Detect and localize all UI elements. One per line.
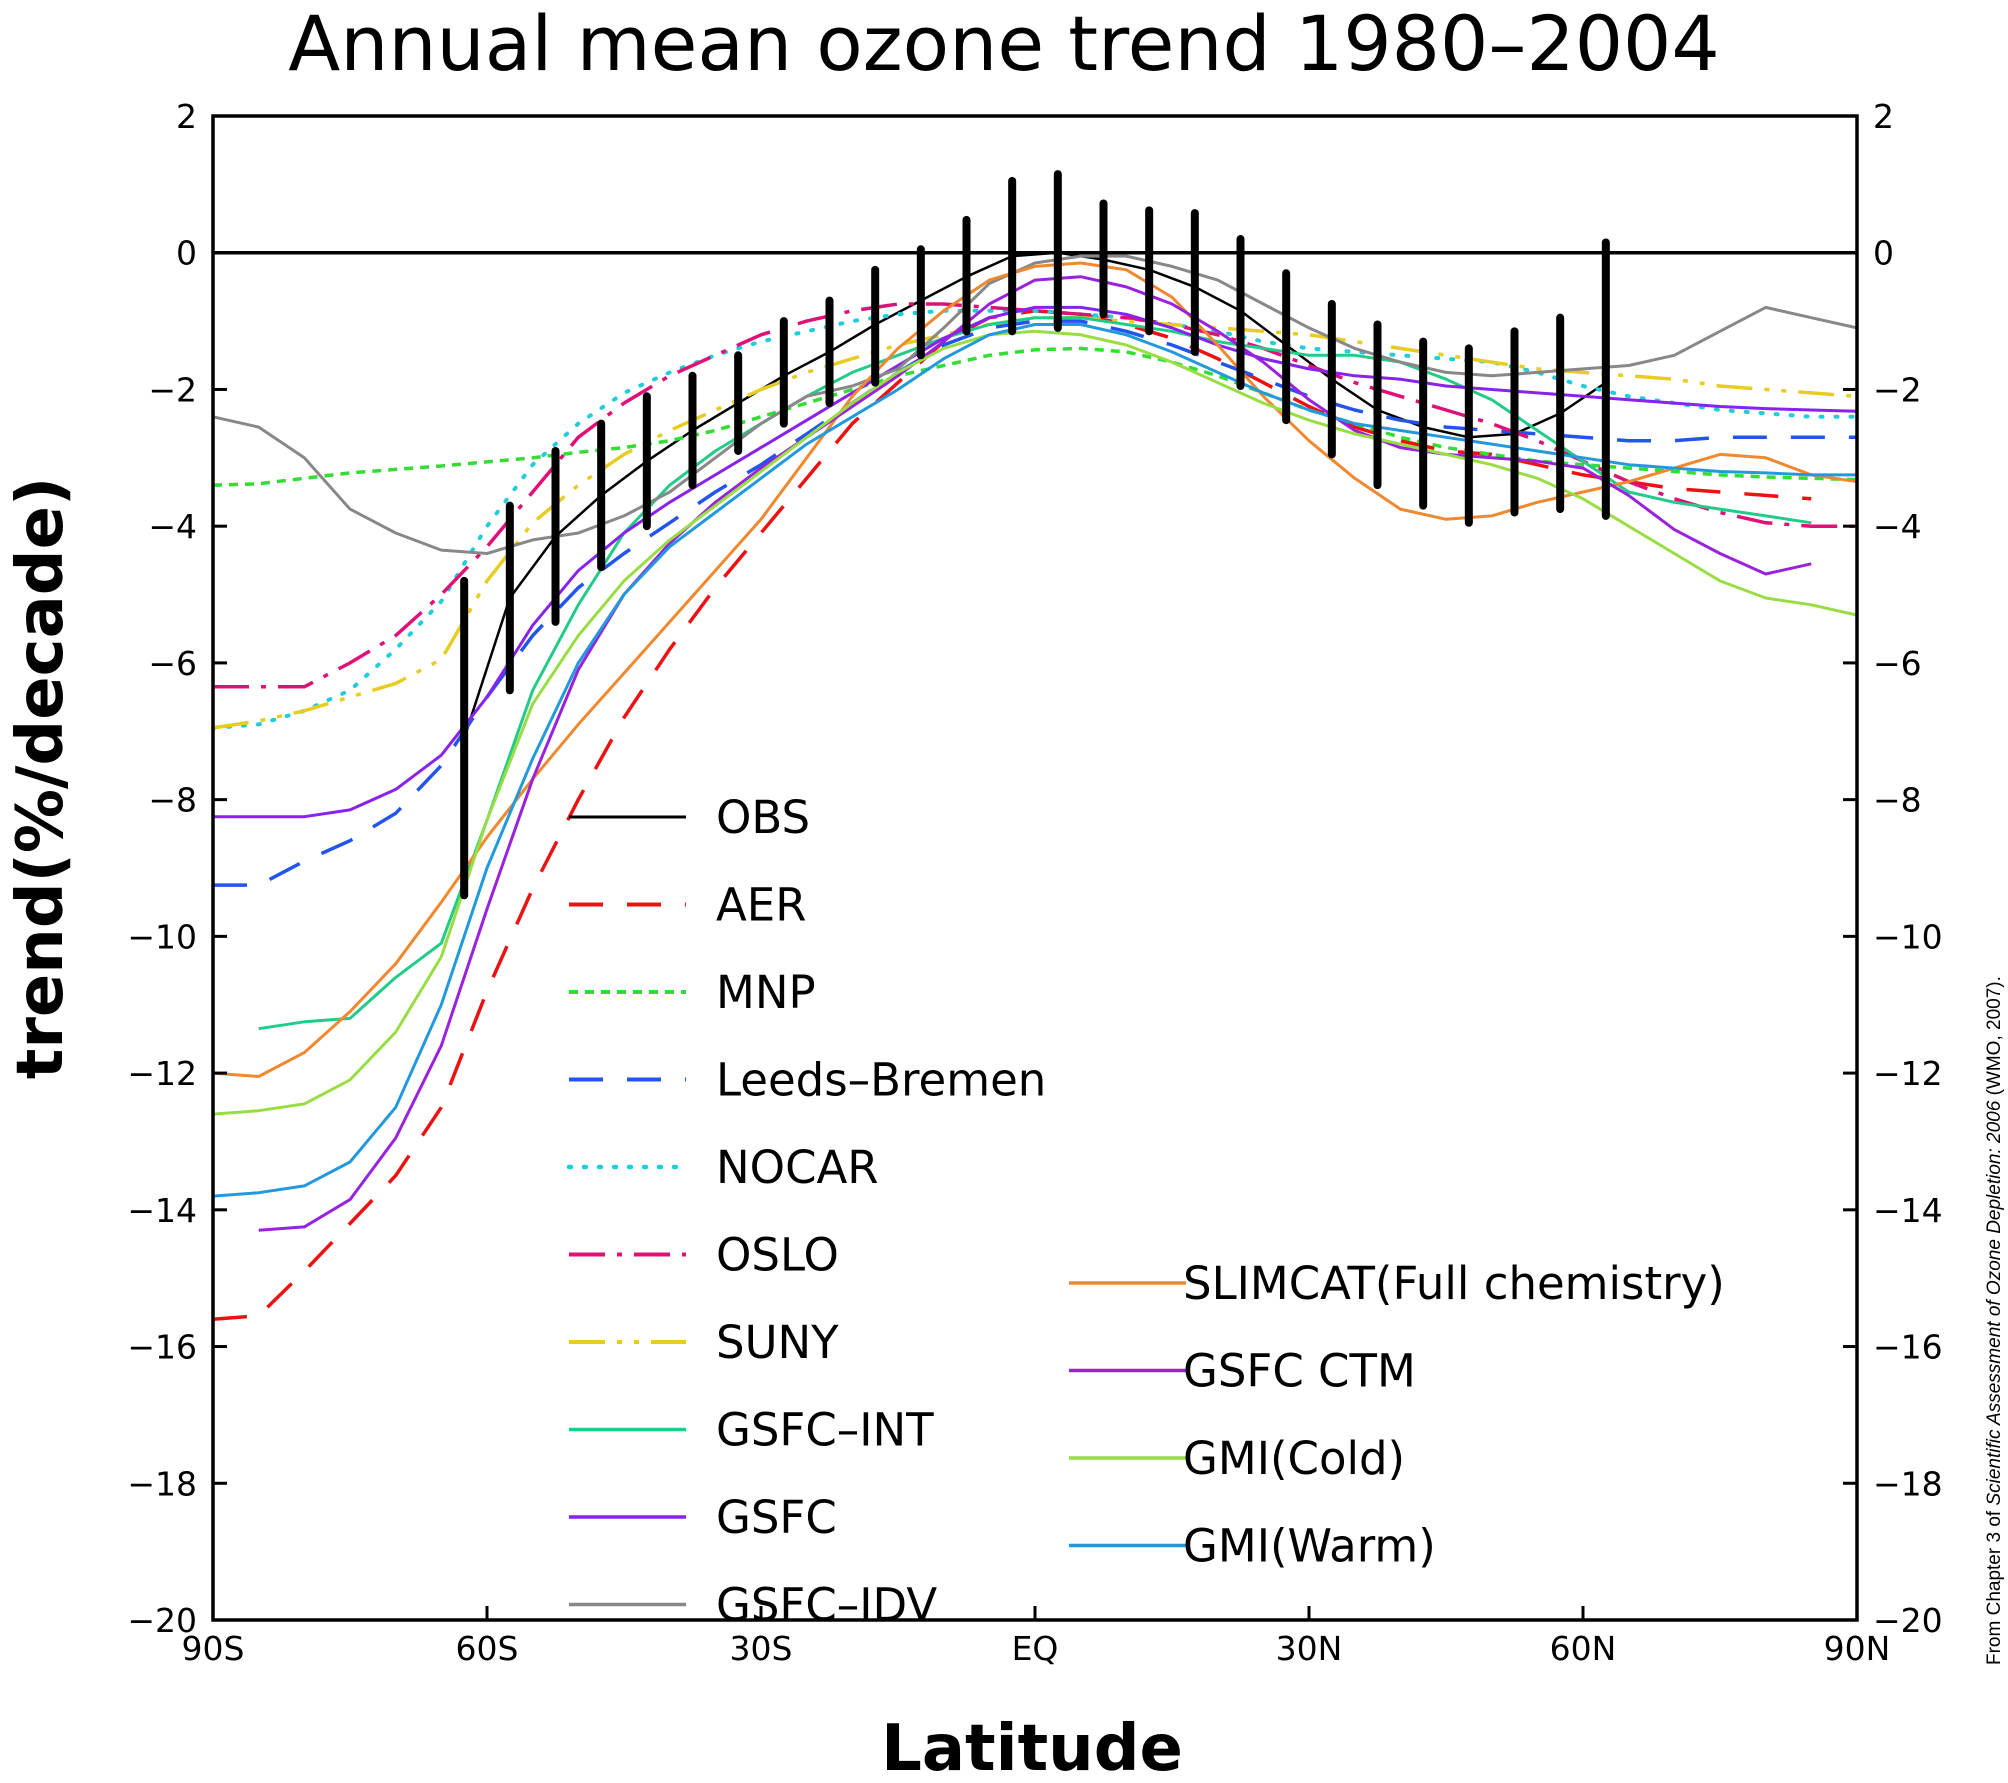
legend: OBS AER MNP Leeds–Bremen NOCAR OSLO SUNY GSFC–I… (566, 791, 1725, 1632)
plot-frame (211, 114, 1859, 1622)
legend-label-gsfc-ctm: GSFC CTM (1183, 1345, 1416, 1398)
y-tick-label-left: −4 (148, 507, 197, 546)
y-tick-label-right: −4 (1873, 507, 1922, 546)
series-line-aer (212, 309, 1812, 1321)
x-tick-label: 30S (730, 1629, 793, 1668)
legend-label-suny: SUNY (716, 1316, 839, 1369)
series-line-gsfc-int (258, 316, 1812, 1031)
credit-title: Scientific Assessment of Ozone Depletion… (1984, 1100, 2005, 1505)
legend-label-leeds-bremen: Leeds–Bremen (716, 1054, 1046, 1107)
y-tick-label-left: −10 (127, 917, 197, 956)
series-line-slimcat-full-chemistry (212, 261, 1858, 1078)
legend-label-gsfc-int: GSFC–INT (716, 1404, 934, 1457)
y-tick-label-right: −6 (1873, 644, 1922, 683)
axis-ticks: 2 2 0 0 −2 −2 −4 −4 −6 −6 −8 −8 −10 −10 −12 −12 −14 −14 −1… (127, 97, 1942, 1668)
y-tick-label-left: −20 (127, 1601, 197, 1640)
x-tick-label: 90S (182, 1629, 245, 1668)
y-tick-label-left: 0 (176, 234, 197, 273)
y-tick-label-left: −6 (148, 644, 197, 683)
y-tick-label-right: −18 (1873, 1464, 1943, 1503)
y-axis-label: trend(%/decade) (4, 477, 78, 1080)
y-tick-label-left: −2 (148, 370, 197, 409)
series-line-mnp (212, 346, 1858, 487)
y-tick-label-right: 0 (1873, 234, 1894, 273)
y-tick-label-left: −14 (127, 1191, 197, 1230)
series-line-suny (212, 315, 1858, 730)
y-tick-label-right: −20 (1873, 1601, 1943, 1640)
series-line-gsfc-ctm (258, 275, 1812, 1232)
legend-label-mnp: MNP (716, 966, 816, 1019)
series-line-gmi-warm (212, 323, 1857, 1198)
chart-title: Annual mean ozone trend 1980–2004 (288, 0, 1720, 88)
x-tick-label: 90N (1824, 1629, 1891, 1668)
source-credit: From Chapter 3 of Scientific Assessment … (1984, 976, 2005, 1665)
obs-error-bars (460, 170, 1610, 900)
y-tick-label-right: −14 (1873, 1191, 1943, 1230)
legend-label-oslo: OSLO (716, 1229, 839, 1282)
legend-label-gsfc-idv: GSFC–IDV (716, 1579, 937, 1632)
x-tick-label: 60N (1550, 1629, 1617, 1668)
y-tick-label-left: 2 (176, 97, 197, 136)
legend-label-slimcat-full-chemistry: SLIMCAT(Full chemistry) (1183, 1257, 1725, 1310)
credit-suffix: (WMO, 2007). (1984, 976, 2005, 1101)
y-tick-label-right: −8 (1873, 781, 1922, 820)
series-layer (211, 251, 1859, 1321)
legend-label-nocar: NOCAR (716, 1141, 879, 1194)
series-line-gsfc-idv (212, 254, 1858, 555)
y-tick-label-left: −8 (148, 781, 197, 820)
y-tick-label-left: −12 (127, 1054, 197, 1093)
y-tick-label-right: −12 (1873, 1054, 1943, 1093)
x-axis-label: Latitude (881, 1712, 1183, 1783)
series-line-gmi-cold (212, 329, 1858, 1116)
y-tick-label-right: −2 (1873, 370, 1922, 409)
series-line-nocar (211, 308, 1859, 730)
series-line-leeds-bremen (213, 319, 1857, 887)
x-tick-label: 60S (456, 1629, 519, 1668)
legend-label-gmi-warm: GMI(Warm) (1183, 1520, 1436, 1573)
credit-prefix: From Chapter 3 of (1984, 1506, 2005, 1665)
legend-label-gsfc: GSFC (716, 1491, 837, 1544)
y-tick-label-right: −16 (1873, 1328, 1943, 1367)
x-tick-label: EQ (1012, 1629, 1059, 1668)
legend-label-gmi-cold: GMI(Cold) (1183, 1432, 1405, 1485)
y-tick-label-left: −16 (127, 1328, 197, 1367)
legend-label-aer: AER (716, 879, 806, 932)
y-tick-label-right: −10 (1873, 917, 1943, 956)
series-line-gsfc (213, 305, 1858, 819)
legend-label-obs: OBS (716, 791, 810, 844)
y-tick-label-left: −18 (127, 1464, 197, 1503)
y-tick-label-right: 2 (1873, 97, 1894, 136)
x-tick-label: 30N (1276, 1629, 1343, 1668)
